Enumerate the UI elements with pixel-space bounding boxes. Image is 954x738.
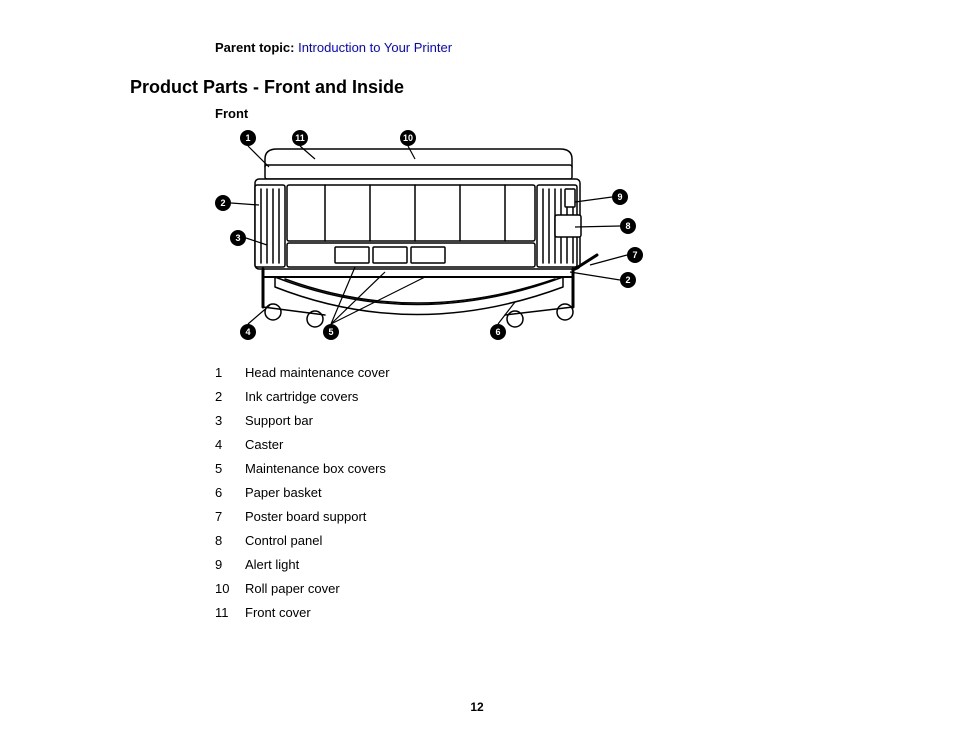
product-diagram: 11110234562789 [215,127,645,347]
part-number: 8 [215,533,245,548]
parts-list-row: 2Ink cartridge covers [215,389,954,404]
part-number: 7 [215,509,245,524]
parts-list-row: 10Roll paper cover [215,581,954,596]
part-number: 9 [215,557,245,572]
callout-badge: 8 [620,218,636,234]
parts-list-row: 3Support bar [215,413,954,428]
sub-heading: Front [215,106,954,121]
parts-list-row: 11Front cover [215,605,954,620]
parent-topic-row: Parent topic: Introduction to Your Print… [215,40,954,55]
callout-badge: 10 [400,130,416,146]
callout-badge: 1 [240,130,256,146]
callout-badge: 3 [230,230,246,246]
part-label: Head maintenance cover [245,365,390,380]
part-label: Roll paper cover [245,581,340,596]
parts-list-row: 7Poster board support [215,509,954,524]
part-label: Caster [245,437,283,452]
callout-badge: 4 [240,324,256,340]
parts-list-row: 5Maintenance box covers [215,461,954,476]
parts-list-row: 9Alert light [215,557,954,572]
parts-list-row: 1Head maintenance cover [215,365,954,380]
part-number: 11 [215,605,245,620]
part-number: 10 [215,581,245,596]
callout-badge: 9 [612,189,628,205]
part-number: 4 [215,437,245,452]
parent-topic-link[interactable]: Introduction to Your Printer [298,40,452,55]
callout-badge: 11 [292,130,308,146]
printer-illustration [215,127,645,347]
callout-badge: 7 [627,247,643,263]
part-number: 2 [215,389,245,404]
part-label: Paper basket [245,485,322,500]
part-label: Support bar [245,413,313,428]
section-heading: Product Parts - Front and Inside [130,77,954,98]
page-number: 12 [0,700,954,714]
part-label: Ink cartridge covers [245,389,358,404]
page-container: Parent topic: Introduction to Your Print… [0,0,954,738]
part-number: 6 [215,485,245,500]
part-label: Maintenance box covers [245,461,386,476]
parts-list-row: 8Control panel [215,533,954,548]
callout-badge: 6 [490,324,506,340]
callout-badge: 5 [323,324,339,340]
part-number: 1 [215,365,245,380]
part-label: Poster board support [245,509,366,524]
part-number: 5 [215,461,245,476]
parts-list: 1Head maintenance cover2Ink cartridge co… [215,365,954,620]
part-number: 3 [215,413,245,428]
callout-badge: 2 [620,272,636,288]
part-label: Alert light [245,557,299,572]
callout-badge: 2 [215,195,231,211]
part-label: Front cover [245,605,311,620]
parts-list-row: 4Caster [215,437,954,452]
parts-list-row: 6Paper basket [215,485,954,500]
parent-topic-label: Parent topic: [215,40,294,55]
part-label: Control panel [245,533,322,548]
